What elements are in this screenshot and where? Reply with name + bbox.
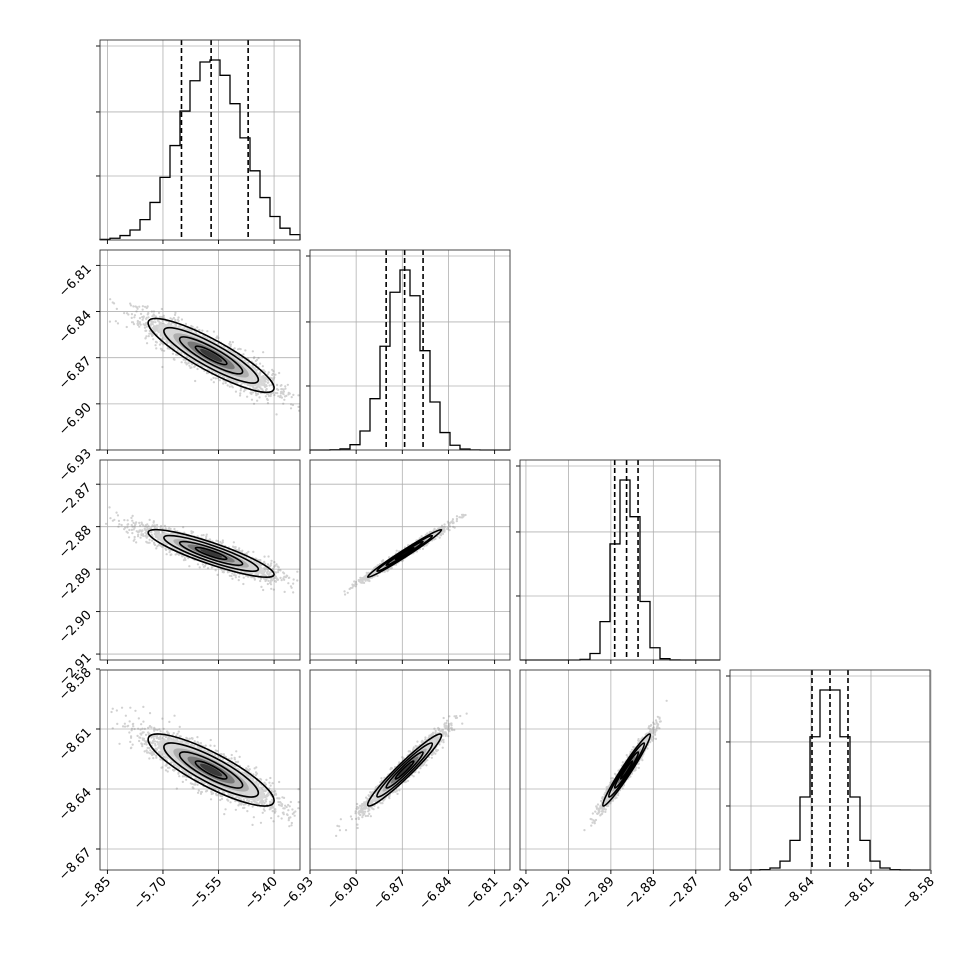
panel-3-1-contour-3 xyxy=(366,733,443,807)
histogram-2-frame xyxy=(519,459,721,661)
panel-2-1-contour-3 xyxy=(366,528,443,578)
y-tick-label-2-3: −2.88 xyxy=(56,523,95,562)
panel-3-0-density-3 xyxy=(200,763,223,777)
panel-3-0-contour-2 xyxy=(163,742,260,798)
scatter-panel-3-1 xyxy=(309,669,511,871)
histogram-2-steps xyxy=(520,479,720,661)
x-tick-label-1-4: −6.81 xyxy=(463,874,502,913)
x-tick-label-1-3: −6.84 xyxy=(417,874,456,913)
x-tick-label-3-3: −8.58 xyxy=(899,874,938,913)
x-tick-label-3-1: −8.64 xyxy=(779,874,818,913)
y-tick-label-1-1: −6.90 xyxy=(56,400,95,439)
panel-1-0-contour-3 xyxy=(147,317,275,394)
scatter-panel-2-0 xyxy=(99,459,301,661)
y-tick-label-3-2: −8.61 xyxy=(56,725,95,764)
x-tick-label-0-2: −5.55 xyxy=(187,874,226,913)
panel-3-2-contour-1 xyxy=(613,751,640,789)
panel-3-0-contour-3 xyxy=(147,733,275,807)
x-tick-label-2-3: −2.88 xyxy=(621,874,660,913)
panel-1-0-contour-0 xyxy=(194,345,228,366)
x-tick-label-0-3: −5.40 xyxy=(242,874,281,913)
x-tick-label-2-1: −2.90 xyxy=(536,874,575,913)
x-tick-label-3-0: −8.67 xyxy=(719,874,758,913)
panel-3-2-contour-2 xyxy=(607,742,646,798)
histogram-1-steps xyxy=(309,269,510,451)
panel-2-0-contour-1 xyxy=(178,540,244,567)
panel-2-1-contour-1 xyxy=(385,540,424,567)
histogram-panel-3 xyxy=(726,669,932,871)
panel-2-1-contour-0 xyxy=(394,546,415,561)
panel-3-0-contour-1 xyxy=(178,751,244,789)
panel-2-0-density-3 xyxy=(200,549,223,558)
panel-3-1-contour-1 xyxy=(385,751,424,789)
x-tick-label-3-2: −8.61 xyxy=(839,874,878,913)
y-tick-label-3-0: −8.67 xyxy=(56,845,95,884)
x-tick-label-2-0: −2.91 xyxy=(494,874,533,913)
panel-3-2-contour-3 xyxy=(602,733,652,807)
panel-3-2-frame xyxy=(519,669,721,871)
histogram-0-steps xyxy=(99,59,301,241)
scatter-panel-3-0 xyxy=(99,669,301,871)
y-tick-label-1-2: −6.87 xyxy=(56,354,95,393)
y-tick-label-1-0: −6.93 xyxy=(56,446,95,485)
x-tick-label-1-0: −6.93 xyxy=(278,874,317,913)
x-tick-label-0-1: −5.70 xyxy=(131,874,170,913)
panel-2-0-frame xyxy=(99,459,301,661)
scatter-panel-2-1 xyxy=(309,459,511,661)
panel-3-0-contour-0 xyxy=(194,760,228,780)
y-tick-label-2-2: −2.89 xyxy=(56,565,95,604)
panel-1-0-contour-1 xyxy=(178,336,244,375)
histogram-panel-0 xyxy=(96,39,301,241)
x-tick-label-0-0: −5.85 xyxy=(75,874,114,913)
panel-2-1-contour-2 xyxy=(376,534,434,573)
panel-1-0-density-3 xyxy=(200,348,223,362)
panel-3-1-contour-0 xyxy=(394,760,415,780)
panel-2-1-density-3 xyxy=(398,549,412,558)
scatter-panel-3-2 xyxy=(519,669,721,871)
panel-1-0-frame xyxy=(99,249,301,451)
panel-3-1-density-3 xyxy=(398,763,412,777)
panel-3-1-frame xyxy=(309,669,511,871)
y-tick-label-3-1: −8.64 xyxy=(56,785,95,824)
panel-2-1-frame xyxy=(309,459,511,661)
x-tick-label-1-2: −6.87 xyxy=(370,874,409,913)
panel-3-1-contour-2 xyxy=(376,742,434,798)
histogram-panel-1 xyxy=(306,249,511,451)
x-tick-label-2-4: −2.87 xyxy=(664,874,703,913)
panel-2-0-contour-3 xyxy=(147,528,275,578)
y-tick-label-2-4: −2.87 xyxy=(56,480,95,519)
y-tick-label-2-1: −2.90 xyxy=(56,608,95,647)
panel-1-0-contour-2 xyxy=(163,326,260,384)
panel-2-0-contour-0 xyxy=(194,546,228,561)
x-tick-label-1-1: −6.90 xyxy=(324,874,363,913)
panel-3-0-frame xyxy=(99,669,301,871)
panel-2-0-contour-2 xyxy=(163,534,260,573)
histogram-1-frame xyxy=(309,249,511,451)
histogram-3-frame xyxy=(729,669,931,871)
y-tick-label-1-3: −6.84 xyxy=(56,308,95,347)
histogram-0-frame xyxy=(99,39,301,241)
x-tick-label-2-2: −2.89 xyxy=(579,874,618,913)
scatter-panel-1-0 xyxy=(99,249,301,451)
histogram-panel-2 xyxy=(516,459,721,661)
panel-3-2-contour-0 xyxy=(619,760,634,780)
panel-3-2-density-3 xyxy=(622,763,631,777)
y-tick-label-1-4: −6.81 xyxy=(56,262,95,301)
